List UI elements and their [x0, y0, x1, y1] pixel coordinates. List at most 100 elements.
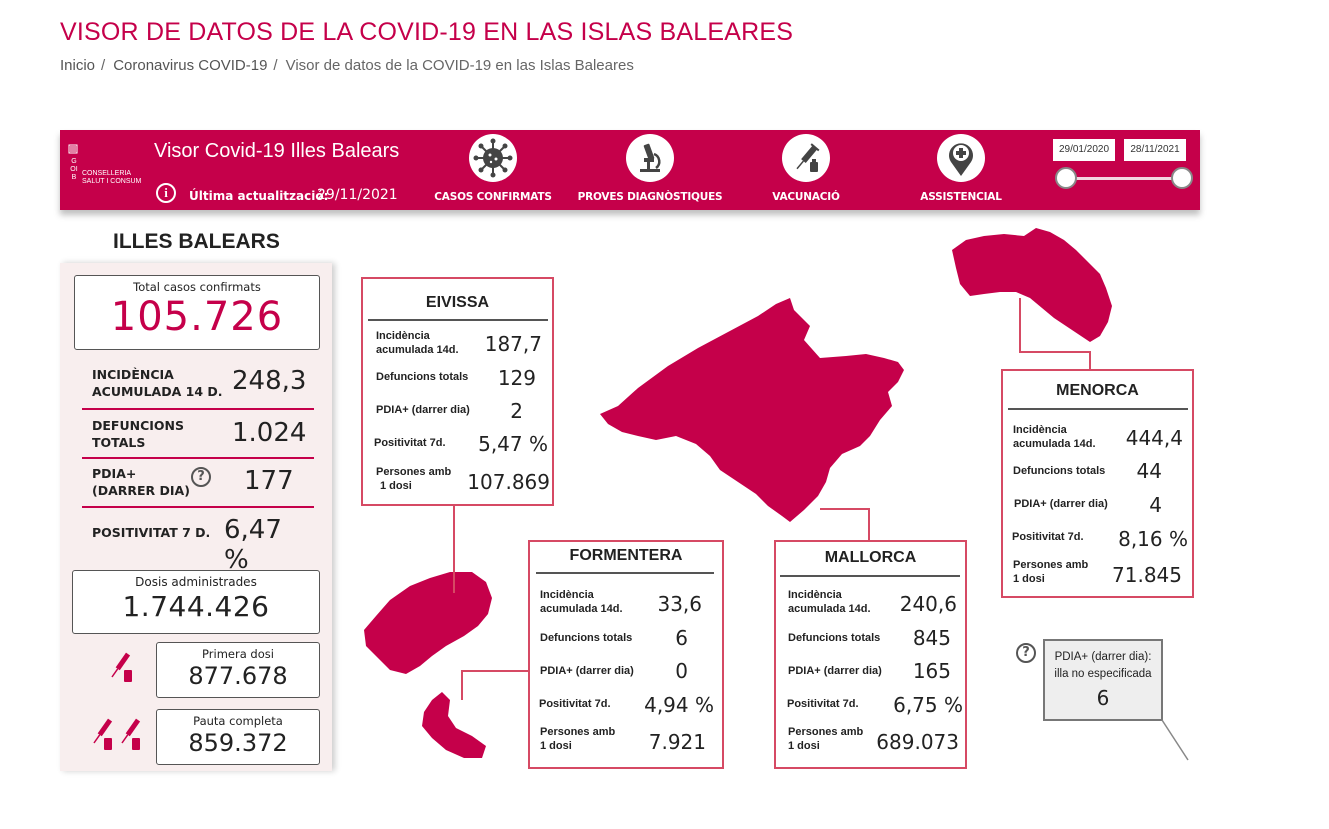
stat-value: 177 — [244, 466, 294, 496]
stat-defuncions: DEFUNCIONS TOTALS 1.024 — [82, 410, 314, 459]
card-value: 129 — [497, 366, 536, 390]
crest-icon — [68, 144, 78, 154]
card-label: Persones amb 1 dosi — [376, 466, 452, 492]
unspecified-island-box: PDIA+ (darrer dia): illa no especificada… — [1043, 639, 1163, 721]
card-label: Defuncions totals — [788, 632, 881, 644]
nav-assistencial[interactable]: ASSISTENCIAL — [886, 134, 1036, 208]
card-value: 71.845 — [1112, 563, 1182, 587]
syringe-icon — [111, 652, 132, 682]
date-to-input[interactable]: 28/11/2021 — [1124, 139, 1186, 161]
card-label: Persones amb 1 dosi — [788, 726, 864, 752]
nav-label: VACUNACIÓ — [772, 191, 840, 203]
card-label: PDIA+ (darrer dia) — [788, 665, 882, 677]
connector-line — [868, 508, 870, 541]
help-icon[interactable]: ? — [191, 467, 211, 487]
total-cases-value: 105.726 — [110, 294, 284, 340]
card-divider — [536, 572, 714, 574]
card-label: Persones amb 1 dosi — [1013, 559, 1089, 585]
nav-casos-confirmats[interactable]: CASOS CONFIRMATS — [418, 134, 568, 208]
card-value: 44 — [1136, 459, 1162, 483]
card-label: PDIA+ (darrer dia) — [1014, 498, 1108, 510]
card-label: Positivitat 7d. — [374, 437, 446, 449]
stat-incidencia: INCIDÈNCIA ACUMULADA 14 D. 248,3 — [82, 358, 314, 410]
card-divider — [1008, 408, 1188, 410]
stat-label: (DARRER DIA) — [92, 483, 190, 498]
nav-label: PROVES DIAGNÒSTIQUES — [577, 191, 723, 203]
connector-line — [461, 670, 463, 700]
first-dose-label: Primera dosi — [202, 647, 274, 661]
date-range-slider[interactable] — [1066, 177, 1180, 180]
card-label: Incidència acumulada 14d. — [1013, 424, 1096, 450]
nav-vacunacio[interactable]: VACUNACIÓ — [731, 134, 881, 208]
stat-value: 6,47 % — [224, 515, 282, 575]
stat-label: ACUMULADA 14 D. — [92, 384, 223, 399]
stat-label: POSITIVITAT 7 D. — [92, 525, 211, 540]
card-label: PDIA+ (darrer dia) — [376, 404, 470, 416]
full-schedule-label: Pauta completa — [193, 714, 283, 728]
card-label: Incidència acumulada 14d. — [540, 589, 623, 615]
info-icon[interactable]: i — [156, 183, 176, 203]
connector-line — [1019, 298, 1021, 352]
medical-pin-icon — [949, 143, 973, 176]
syringe-icon — [796, 143, 820, 172]
card-title: MENORCA — [1056, 382, 1139, 399]
card-value: 689.073 — [876, 730, 959, 754]
total-cases-label: Total casos confirmats — [133, 280, 261, 294]
breadcrumb-home-link[interactable]: Inicio — [60, 57, 96, 74]
date-from-input[interactable]: 29/01/2020 — [1053, 139, 1115, 161]
stat-label: DEFUNCIONS — [92, 418, 184, 433]
formentera-card: FORMENTERA Incidència acumulada 14d. 33,6… — [528, 540, 724, 769]
menorca-map-shape — [952, 228, 1112, 342]
slider-handle-start[interactable] — [1055, 167, 1077, 189]
nav-label: ASSISTENCIAL — [920, 191, 1002, 203]
total-cases-box: Total casos confirmats 105.726 — [74, 275, 320, 350]
card-label: Positivitat 7d. — [787, 698, 859, 710]
breadcrumb-coronavirus-link[interactable]: Coronavirus COVID-19 — [113, 57, 268, 74]
breadcrumb: Inicio / Coronavirus COVID-19 / Visor de… — [60, 57, 634, 74]
stat-value: 1.024 — [232, 418, 307, 448]
card-value: 444,4 — [1125, 426, 1183, 450]
card-value: 6 — [675, 626, 688, 650]
eivissa-card: EIVISSA Incidència acumulada 14d. 187,7 D… — [361, 277, 554, 506]
microscope-icon — [640, 143, 661, 172]
page-title: VISOR DE DATOS DE LA COVID-19 EN LAS ISL… — [60, 18, 794, 46]
card-title: FORMENTERA — [569, 547, 683, 564]
connector-line — [461, 670, 530, 672]
card-value: 2 — [510, 399, 523, 423]
stat-label: INCIDÈNCIA — [92, 367, 174, 382]
stat-value: 248,3 — [232, 366, 307, 396]
card-value: 4 — [1149, 493, 1162, 517]
full-schedule-box: Pauta completa 859.372 — [156, 709, 320, 765]
card-value: 7.921 — [648, 730, 706, 754]
updated-label: Última actualització: — [189, 189, 329, 203]
card-label: Defuncions totals — [1013, 465, 1106, 477]
card-label: Defuncions totals — [376, 371, 469, 383]
virus-icon — [473, 138, 513, 178]
breadcrumb-separator: / — [101, 57, 106, 74]
doses-label: Dosis administrades — [135, 575, 257, 589]
breadcrumb-current: Visor de datos de la COVID-19 en las Isl… — [285, 57, 634, 74]
card-value: 4,94 % — [644, 693, 714, 717]
double-syringe-icon — [93, 718, 141, 750]
updated-date: 29/11/2021 — [317, 187, 398, 203]
card-value: 845 — [912, 626, 951, 650]
card-label: Incidència acumulada 14d. — [376, 330, 459, 356]
card-value: 0 — [675, 659, 688, 683]
nav-proves-diagnostiques[interactable]: PROVES DIAGNÒSTIQUES — [575, 134, 725, 208]
card-value: 187,7 — [484, 332, 542, 356]
card-value: 33,6 — [657, 592, 702, 616]
visor-title: Visor Covid-19 Illes Balears — [154, 140, 400, 162]
pointer-line — [1161, 719, 1189, 761]
mallorca-map-shape — [600, 298, 904, 522]
stat-label: PDIA+ — [92, 466, 137, 481]
eivissa-formentera-map-shape — [364, 572, 492, 758]
help-icon[interactable]: ? — [1016, 643, 1036, 663]
connector-line — [820, 508, 870, 510]
unspecified-label: PDIA+ (darrer dia): illa no especificada — [1054, 651, 1152, 680]
card-label: Defuncions totals — [540, 632, 633, 644]
connector-line — [1089, 351, 1091, 370]
logo-text: CONSELLERIA SALUT I CONSUM — [82, 170, 142, 185]
card-value: 107.869 — [467, 470, 550, 494]
slider-handle-end[interactable] — [1171, 167, 1193, 189]
connector-line — [453, 505, 455, 593]
